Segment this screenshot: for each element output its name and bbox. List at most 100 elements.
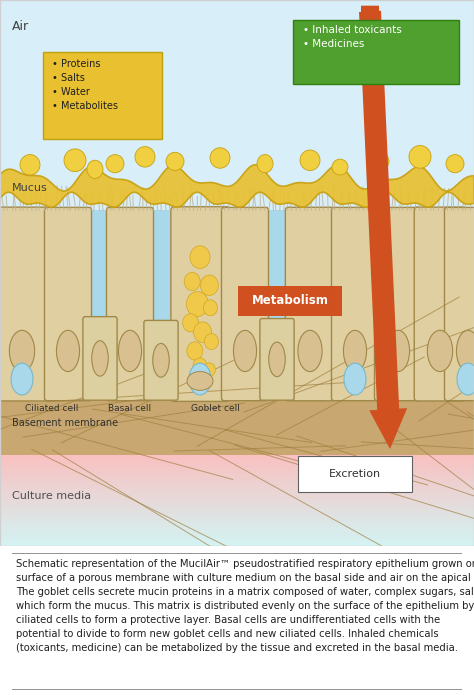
Bar — [0, 309, 474, 313]
Ellipse shape — [118, 330, 142, 372]
Text: Metabolism: Metabolism — [252, 295, 328, 307]
Text: • Proteins
• Salts
• Water
• Metabolites: • Proteins • Salts • Water • Metabolites — [52, 59, 118, 111]
Ellipse shape — [187, 342, 203, 360]
Ellipse shape — [371, 152, 389, 170]
Bar — [0, 309, 474, 315]
Ellipse shape — [204, 334, 219, 350]
Bar — [0, 312, 474, 318]
Bar — [0, 459, 474, 461]
Bar — [0, 484, 474, 486]
Bar — [0, 312, 474, 318]
Bar — [0, 311, 474, 317]
Ellipse shape — [106, 154, 124, 173]
Bar — [0, 500, 474, 502]
Bar — [0, 311, 474, 317]
Bar — [0, 309, 474, 314]
Bar — [0, 309, 474, 314]
Bar — [0, 521, 474, 523]
FancyBboxPatch shape — [298, 456, 412, 492]
Bar — [0, 311, 474, 316]
Text: Basement membrane: Basement membrane — [12, 418, 118, 428]
Text: Schematic representation of the MucilAir™ pseudostratified respiratory epitheliu: Schematic representation of the MucilAir… — [16, 559, 474, 653]
Bar — [0, 528, 474, 530]
Ellipse shape — [189, 363, 211, 395]
Bar — [0, 525, 474, 528]
Bar — [0, 309, 474, 314]
Bar — [0, 308, 474, 313]
FancyBboxPatch shape — [0, 207, 48, 401]
Ellipse shape — [446, 154, 464, 173]
FancyBboxPatch shape — [445, 207, 474, 401]
Ellipse shape — [269, 342, 285, 377]
Ellipse shape — [11, 363, 33, 395]
Bar — [0, 309, 474, 314]
Bar — [0, 310, 474, 316]
FancyBboxPatch shape — [144, 320, 178, 400]
FancyBboxPatch shape — [238, 286, 342, 316]
Text: Culture media: Culture media — [12, 491, 91, 500]
Bar — [0, 539, 474, 541]
Bar — [0, 309, 474, 315]
Bar — [0, 310, 474, 316]
Bar — [0, 532, 474, 534]
Bar — [0, 311, 474, 316]
Bar — [0, 211, 474, 398]
Ellipse shape — [64, 149, 86, 172]
Ellipse shape — [428, 330, 453, 372]
Bar — [0, 512, 474, 514]
Ellipse shape — [203, 363, 215, 377]
FancyBboxPatch shape — [43, 52, 162, 139]
Bar — [0, 482, 474, 484]
Bar — [0, 311, 474, 316]
Ellipse shape — [20, 154, 40, 175]
Ellipse shape — [56, 330, 80, 372]
Bar — [0, 308, 474, 313]
Ellipse shape — [332, 159, 348, 175]
Bar — [0, 398, 474, 455]
Bar — [0, 309, 474, 314]
Ellipse shape — [386, 330, 410, 372]
Bar — [0, 312, 474, 317]
Bar — [0, 480, 474, 482]
Bar — [0, 541, 474, 543]
Bar — [0, 496, 474, 498]
Bar — [0, 461, 474, 464]
FancyBboxPatch shape — [374, 207, 421, 401]
Bar — [0, 471, 474, 473]
Bar — [0, 457, 474, 459]
Bar — [0, 310, 474, 315]
Bar — [0, 543, 474, 546]
Bar — [0, 311, 474, 316]
Bar — [0, 491, 474, 493]
FancyBboxPatch shape — [107, 207, 154, 401]
FancyBboxPatch shape — [45, 207, 91, 401]
Text: Basal cell: Basal cell — [109, 404, 152, 414]
Ellipse shape — [210, 148, 230, 168]
Bar — [0, 312, 474, 318]
Bar — [0, 309, 474, 313]
Ellipse shape — [300, 150, 320, 170]
Ellipse shape — [203, 300, 218, 316]
Bar — [0, 309, 474, 314]
Ellipse shape — [456, 330, 474, 372]
Bar — [0, 308, 474, 313]
Text: Air: Air — [12, 20, 29, 33]
Ellipse shape — [92, 341, 108, 376]
Bar — [0, 310, 474, 316]
FancyArrow shape — [359, 10, 407, 449]
Ellipse shape — [166, 152, 184, 170]
Bar — [0, 310, 474, 316]
Bar — [0, 311, 474, 317]
Bar — [0, 493, 474, 496]
Bar — [0, 509, 474, 512]
Bar — [0, 313, 474, 318]
Bar — [0, 311, 474, 316]
Bar — [0, 309, 474, 315]
FancyBboxPatch shape — [260, 318, 294, 400]
Bar — [0, 311, 474, 316]
Bar — [0, 313, 474, 318]
Bar — [0, 310, 474, 316]
Bar — [0, 489, 474, 491]
Bar — [0, 464, 474, 466]
FancyBboxPatch shape — [221, 207, 268, 401]
